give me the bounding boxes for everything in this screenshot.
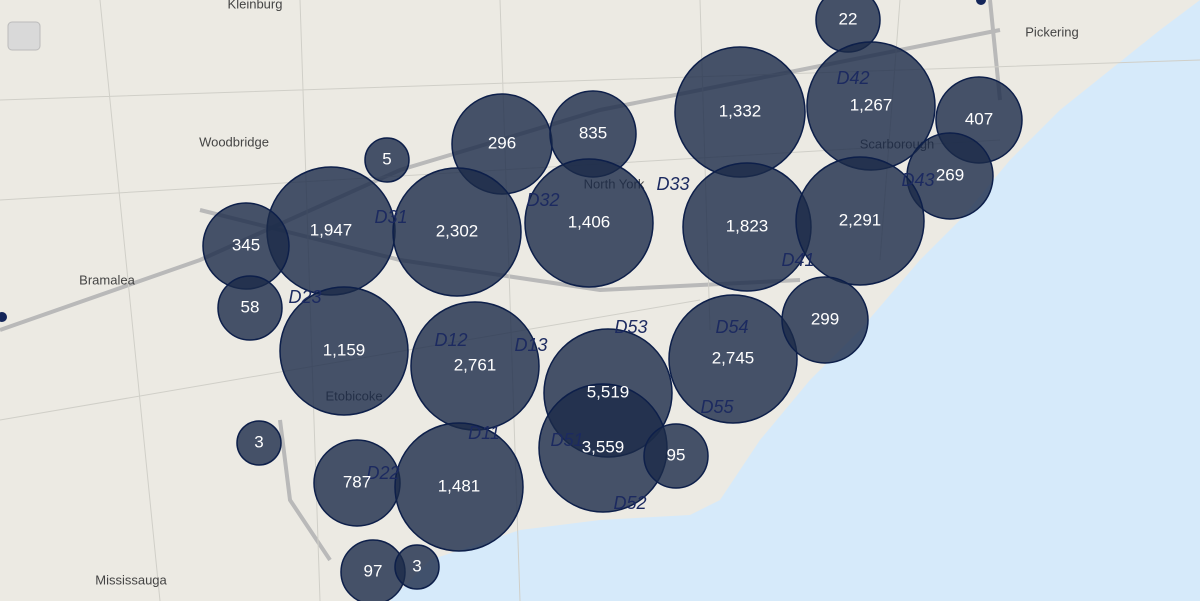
bubble-label: 2,291 [839, 210, 882, 229]
bubble [643, 423, 709, 489]
bubble-label: 22 [839, 9, 858, 28]
bubble [236, 420, 282, 466]
bubble-label: 407 [965, 109, 993, 128]
bubble-label: 269 [936, 165, 964, 184]
bubble-label: 3,559 [582, 437, 625, 456]
bubble-label: 1,267 [850, 95, 893, 114]
place-label: Bramalea [79, 272, 135, 287]
district-label: D55 [700, 397, 734, 417]
district-label: D13 [514, 335, 547, 355]
lake [390, 0, 1200, 601]
bubble [795, 156, 925, 286]
bubble-label: 5,519 [587, 382, 630, 401]
district-label: D41 [781, 250, 814, 270]
bubble-label: 2,302 [436, 221, 479, 240]
district-label: D43 [901, 170, 934, 190]
bubble-label: 1,406 [568, 212, 611, 231]
bubble-label: 2,761 [454, 355, 497, 374]
place-label: Woodbridge [199, 134, 269, 149]
bubble [781, 276, 869, 364]
district-label: D54 [715, 317, 748, 337]
bubble [668, 294, 798, 424]
bubble-label: 1,481 [438, 476, 481, 495]
marker [976, 0, 986, 5]
bubble-label: 1,159 [323, 340, 366, 359]
bubble-label: 2,745 [712, 348, 755, 367]
bubble-label: 787 [343, 472, 371, 491]
district-label: D52 [613, 493, 646, 513]
bubble-label: 1,332 [719, 101, 762, 120]
bubble [217, 275, 283, 341]
bubble-label: 1,823 [726, 216, 769, 235]
place-label: Pickering [1025, 24, 1078, 39]
map-control[interactable] [7, 21, 41, 51]
bubble-label: 1,947 [310, 220, 353, 239]
place-label: Kleinburg [228, 0, 283, 11]
bubble-label: 3 [412, 556, 421, 575]
bubble-label: 3 [254, 432, 263, 451]
district-label: D51 [550, 430, 583, 450]
bubble-label: 58 [241, 297, 260, 316]
district-label: D23 [288, 287, 321, 307]
bubble [394, 422, 524, 552]
marker [0, 312, 7, 322]
district-label: D53 [614, 317, 647, 337]
bubble [364, 137, 410, 183]
bubble [394, 544, 440, 590]
bubble-label: 835 [579, 123, 607, 142]
bubble [524, 158, 654, 288]
district-label: D33 [656, 174, 689, 194]
district-label: D12 [434, 330, 467, 350]
bubble [392, 167, 522, 297]
bubble-label: 296 [488, 133, 516, 152]
bubble-label: 5 [382, 149, 391, 168]
district-label: D32 [526, 190, 559, 210]
place-label: Mississauga [95, 572, 167, 587]
bubble [906, 132, 994, 220]
bubble-label: 97 [364, 561, 383, 580]
bubble-label: 299 [811, 309, 839, 328]
district-label: D22 [366, 463, 399, 483]
district-label: D11 [468, 423, 500, 443]
bubble [279, 286, 409, 416]
bubble-label: 95 [667, 445, 686, 464]
district-label: D42 [836, 68, 869, 88]
district-label: D31 [374, 207, 407, 227]
highway [278, 419, 332, 562]
bubble-label: 345 [232, 235, 260, 254]
